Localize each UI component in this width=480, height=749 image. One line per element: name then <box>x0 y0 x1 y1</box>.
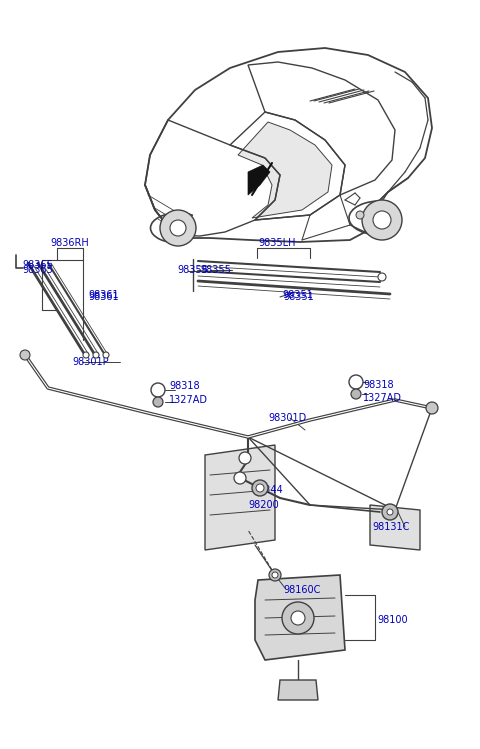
Text: 98351: 98351 <box>283 292 314 302</box>
Circle shape <box>378 273 386 281</box>
Circle shape <box>382 504 398 520</box>
Text: 98160C: 98160C <box>283 585 320 595</box>
Text: 98100: 98100 <box>377 615 408 625</box>
Text: 98351: 98351 <box>282 290 313 300</box>
Polygon shape <box>278 680 318 700</box>
Circle shape <box>170 220 186 236</box>
Circle shape <box>234 472 246 484</box>
Text: 98200: 98200 <box>248 500 279 510</box>
Text: 9836RH: 9836RH <box>50 238 89 248</box>
Circle shape <box>373 211 391 229</box>
Text: 9835LH: 9835LH <box>258 238 296 248</box>
Circle shape <box>272 572 278 578</box>
Text: 98361: 98361 <box>88 292 119 302</box>
Circle shape <box>291 611 305 625</box>
Circle shape <box>151 383 165 397</box>
Circle shape <box>160 210 196 246</box>
Circle shape <box>93 352 99 358</box>
Text: 98318: 98318 <box>169 381 200 391</box>
Circle shape <box>256 484 264 492</box>
Text: 98301D: 98301D <box>268 413 306 423</box>
Circle shape <box>252 480 268 496</box>
Text: 98361: 98361 <box>88 290 119 300</box>
Text: 98365: 98365 <box>22 260 53 270</box>
Text: 98355: 98355 <box>200 265 231 275</box>
Circle shape <box>103 352 109 358</box>
Circle shape <box>356 211 364 219</box>
Text: 98365: 98365 <box>22 265 53 275</box>
Polygon shape <box>238 122 332 218</box>
Text: 98244: 98244 <box>252 485 283 495</box>
Text: 1327AD: 1327AD <box>363 393 402 403</box>
Circle shape <box>349 375 363 389</box>
Circle shape <box>426 402 438 414</box>
Polygon shape <box>370 505 420 550</box>
Text: 98355: 98355 <box>177 265 208 275</box>
Circle shape <box>239 452 251 464</box>
Text: 98301P: 98301P <box>72 357 108 367</box>
Polygon shape <box>248 165 270 195</box>
Circle shape <box>362 200 402 240</box>
Circle shape <box>351 389 361 399</box>
Polygon shape <box>205 445 275 550</box>
Circle shape <box>269 569 281 581</box>
Text: 1327AD: 1327AD <box>169 395 208 405</box>
Circle shape <box>83 352 89 358</box>
Circle shape <box>20 350 30 360</box>
Circle shape <box>387 509 393 515</box>
Circle shape <box>282 602 314 634</box>
Text: 98318: 98318 <box>363 380 394 390</box>
Polygon shape <box>255 575 345 660</box>
Text: 98131C: 98131C <box>372 522 409 532</box>
Circle shape <box>153 397 163 407</box>
